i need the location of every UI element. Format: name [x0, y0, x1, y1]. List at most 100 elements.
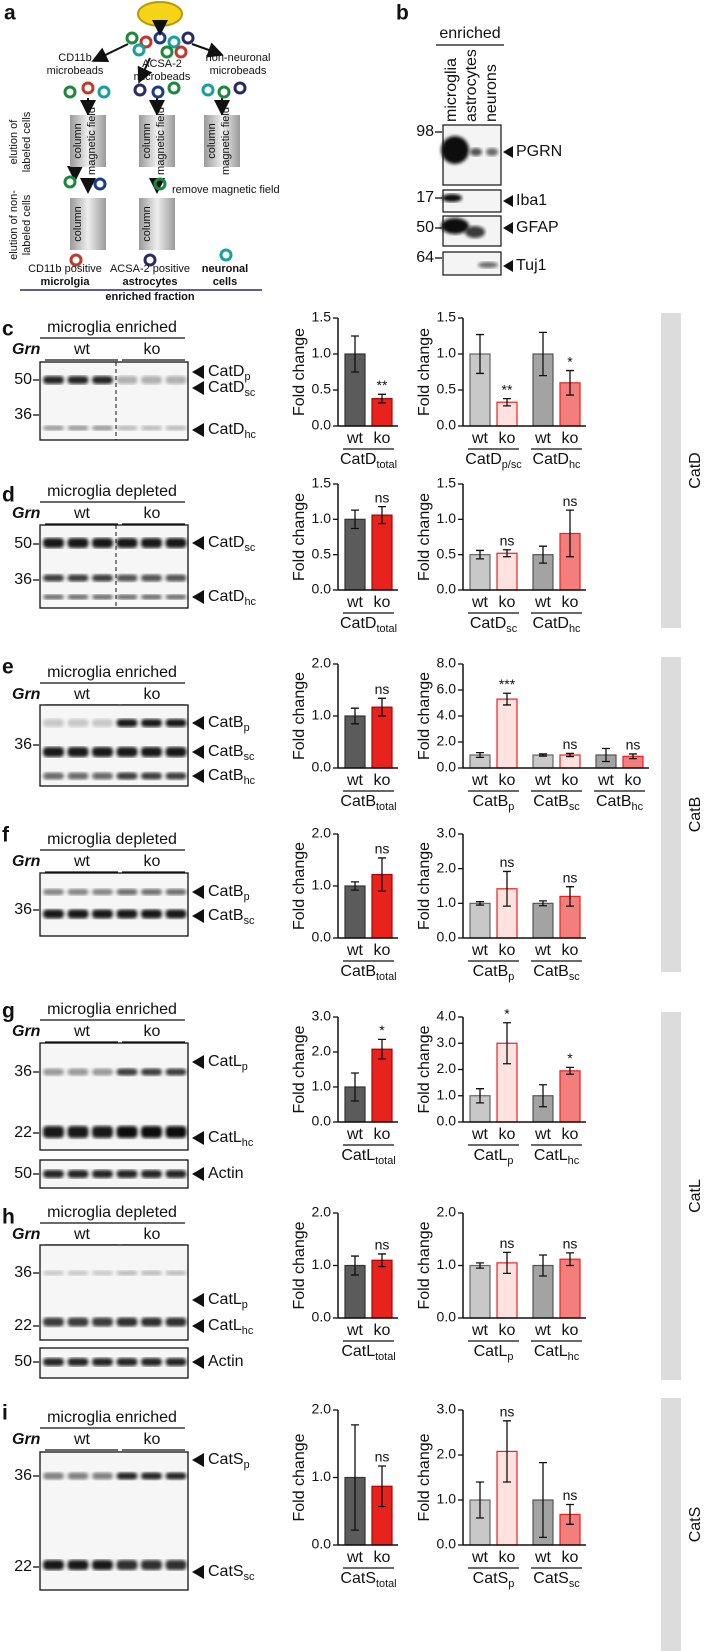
blot-band	[116, 1068, 138, 1076]
mw-marker: 22	[14, 1317, 32, 1334]
x-tick-label: wt	[471, 430, 489, 447]
group-label-sub: total	[376, 971, 397, 983]
blot-band	[43, 538, 64, 548]
blot-band	[141, 1560, 162, 1570]
blot-box	[39, 1451, 189, 1591]
y-axis-label: Fold change	[416, 493, 433, 581]
mw-marker: 50	[14, 1353, 32, 1370]
y-tick-label: 3.0	[437, 1401, 457, 1417]
group-label: CatLtotal	[341, 1343, 395, 1363]
y-tick-label: 3.0	[437, 1034, 457, 1050]
y-tick-label: 1.0	[437, 1491, 457, 1507]
y-tick-label: 0.0	[437, 581, 457, 597]
blot-band	[141, 425, 162, 431]
group-label: CatLp	[474, 1147, 514, 1167]
blot-band	[43, 1472, 64, 1480]
y-tick-label: 0.5	[312, 381, 332, 397]
band-label: CatLhc	[208, 1317, 254, 1337]
band-label: PGRN	[516, 143, 562, 160]
blot-box	[39, 1159, 189, 1189]
group-label-sub: total	[376, 1578, 397, 1590]
x-tick-label: ko	[562, 1549, 579, 1566]
x-tick-label: ko	[499, 430, 516, 447]
x-tick-label: wt	[346, 1126, 364, 1143]
blot-band	[141, 747, 162, 757]
x-tick-label: wt	[471, 1126, 489, 1143]
blot-band	[67, 594, 89, 600]
band-label-text: CatD	[208, 363, 244, 380]
blot-band	[43, 747, 64, 757]
group-label-sub: total	[376, 459, 397, 471]
blot-band	[116, 889, 138, 895]
blot-band	[165, 1126, 187, 1138]
group-label: wt	[73, 341, 91, 358]
error-bar	[378, 857, 386, 892]
band-label: GFAP	[516, 219, 559, 236]
blot-band	[43, 1126, 64, 1138]
error-bar	[503, 1022, 511, 1065]
y-tick-label: 6.0	[437, 681, 457, 697]
band-label-sub: p	[244, 371, 250, 383]
genotype-label: Grn	[12, 686, 41, 703]
error-bar	[539, 1254, 547, 1277]
blot-band	[43, 909, 64, 919]
significance-label: *	[567, 1050, 573, 1066]
significance-label: *	[567, 353, 573, 369]
blot-header: microglia enriched	[47, 319, 177, 336]
blot-band	[116, 1170, 138, 1178]
y-tick-label: 0.0	[312, 581, 332, 597]
blot-band	[441, 218, 469, 234]
lane-label: neurons	[483, 64, 500, 122]
band-label-sub: p	[242, 1299, 248, 1311]
error-bar	[629, 753, 637, 760]
band-arrow	[192, 1453, 204, 1467]
group-label-sub: sc	[569, 971, 580, 983]
x-tick-label: ko	[499, 772, 516, 789]
band-label: CatDp	[208, 363, 251, 383]
panel-letter: g	[2, 1000, 15, 1023]
group-label-text: CatL	[341, 1147, 375, 1164]
y-axis-label: Fold change	[416, 328, 433, 416]
blot-band	[141, 1170, 162, 1178]
panel-letter: b	[396, 2, 409, 25]
band-arrow	[503, 195, 513, 207]
band-label-text: CatL	[208, 1317, 242, 1334]
section-bar	[661, 657, 681, 972]
x-tick-label: ko	[374, 1549, 391, 1566]
y-tick-label: 0.0	[437, 759, 457, 775]
band-label: CatLp	[208, 1291, 248, 1311]
y-tick-label: 1.0	[312, 510, 332, 526]
band-arrow	[192, 1319, 204, 1333]
blot-band	[165, 772, 187, 780]
band-label-text: CatS	[208, 1563, 244, 1580]
y-tick-label: 2.0	[312, 655, 332, 671]
magnetic-label: magnetic field	[220, 107, 232, 175]
group-label-sub: total	[375, 1351, 396, 1363]
significance-label: ns	[563, 869, 578, 885]
significance-label: ns	[563, 1236, 578, 1252]
x-tick-label: wt	[534, 1549, 552, 1566]
blot-band	[165, 1472, 187, 1480]
band-label-text: CatB	[208, 743, 244, 760]
mw-marker: 36	[14, 1264, 32, 1281]
group-label: wt	[73, 1431, 91, 1448]
group-label: CatSsc	[533, 1570, 580, 1590]
band-label: CatDsc	[208, 534, 256, 554]
band-label-text: CatL	[208, 1291, 242, 1308]
genotype-label: Grn	[12, 341, 41, 358]
genotype-label: Grn	[12, 853, 41, 870]
error-bar	[378, 697, 386, 717]
error-bar	[378, 505, 386, 525]
mw-marker: 64	[416, 249, 434, 266]
group-label-text: CatL	[341, 1343, 375, 1360]
group-label: ko	[144, 1431, 161, 1448]
y-axis-label: Fold change	[291, 328, 308, 416]
error-bar	[566, 1066, 574, 1075]
blot-band	[92, 1068, 113, 1076]
group-label-sub: sc	[569, 801, 580, 813]
blot-box	[442, 251, 502, 276]
column-label: column	[141, 206, 153, 241]
panel-letter: i	[2, 1402, 8, 1425]
group-label-text: CatB	[596, 793, 632, 810]
y-axis-label: Fold change	[416, 1025, 433, 1113]
